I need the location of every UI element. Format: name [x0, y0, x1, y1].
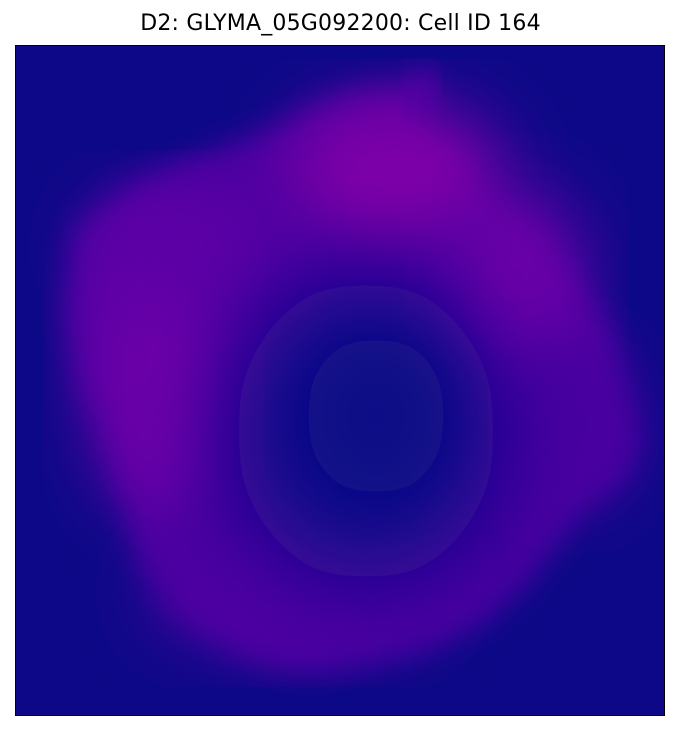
image-panel: [15, 45, 665, 716]
cell-heatmap-image: [16, 46, 664, 715]
bright-region-top: [286, 101, 506, 241]
cell-protrusion: [408, 68, 436, 116]
figure-title: D2: GLYMA_05G092200: Cell ID 164: [140, 11, 541, 36]
mid-region-right: [521, 346, 631, 506]
bright-region-upper-left: [86, 186, 286, 306]
dark-center-core: [306, 336, 446, 496]
bright-region-top-right: [446, 186, 586, 366]
